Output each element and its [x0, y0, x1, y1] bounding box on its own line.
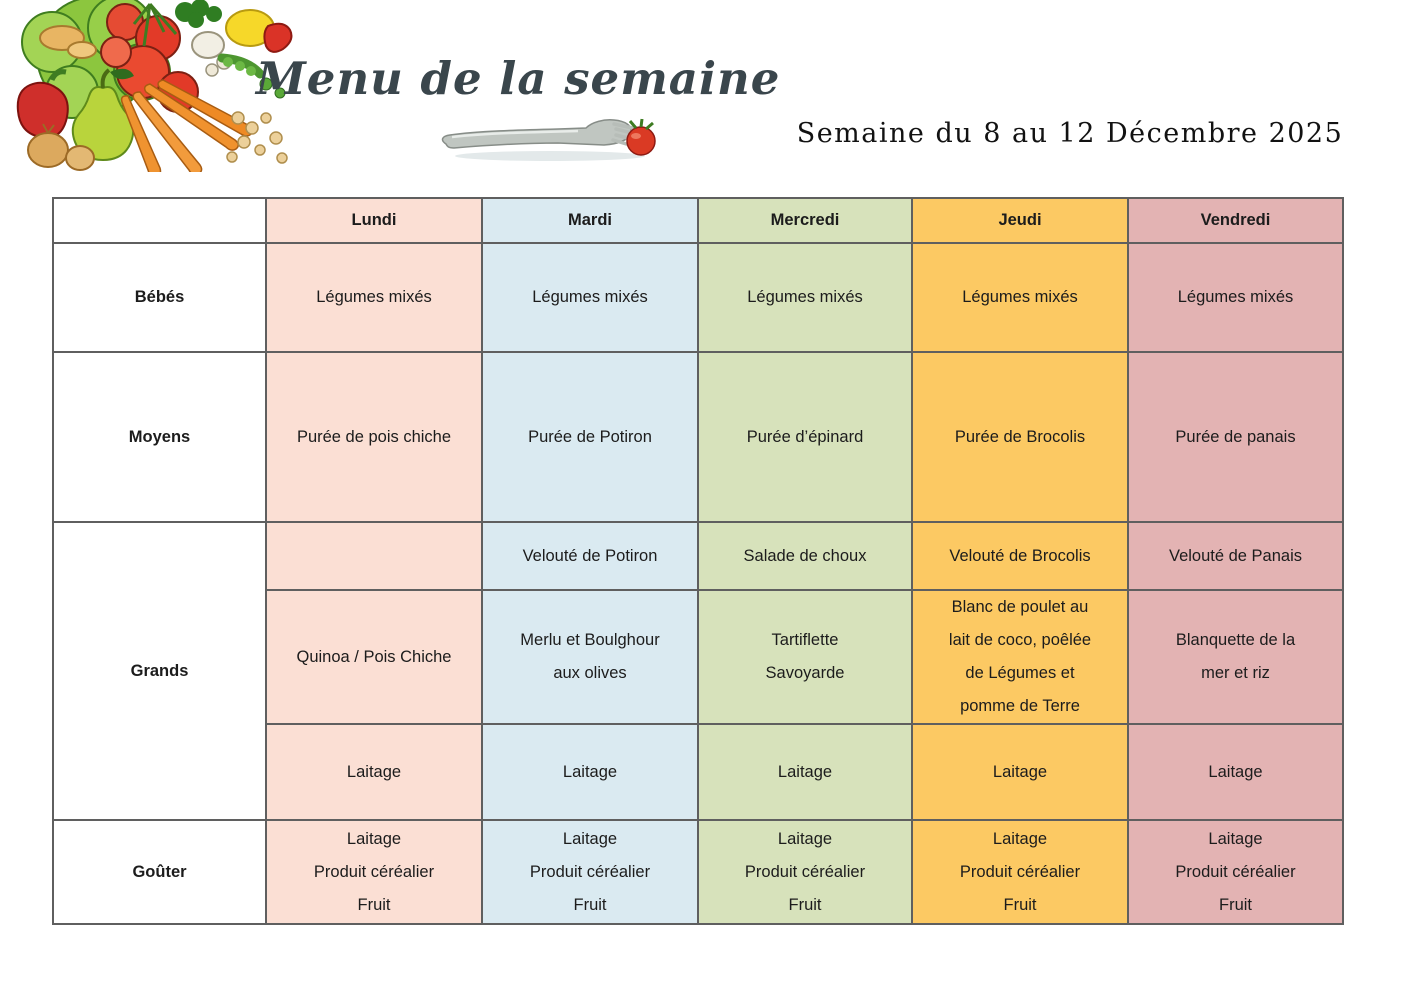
cell-grands1-lundi — [265, 521, 483, 591]
chickpeas-icon — [226, 111, 288, 164]
cell-grands3-jeudi: Laitage — [911, 723, 1129, 821]
cell-gouter-vendredi: Laitage Produit céréalier Fruit — [1127, 819, 1344, 925]
cell-grands1-jeudi: Velouté de Brocolis — [911, 521, 1129, 591]
cell-grands1-mercredi: Salade de choux — [697, 521, 913, 591]
cell-grands3-vendredi: Laitage — [1127, 723, 1344, 821]
cherry-tomato-icon — [626, 118, 656, 156]
moyens-row: Moyens Purée de pois chiche Purée de Pot… — [52, 351, 1344, 523]
day-header-row: Lundi Mardi Mercredi Jeudi Vendredi — [52, 197, 1344, 244]
day-header-mardi: Mardi — [481, 197, 699, 244]
cell-bebes-mercredi: Légumes mixés — [697, 242, 913, 353]
day-header-mercredi: Mercredi — [697, 197, 913, 244]
cell-gouter-mardi: Laitage Produit céréalier Fruit — [481, 819, 699, 925]
weekly-menu-table: Lundi Mardi Mercredi Jeudi Vendredi Bébé… — [52, 197, 1344, 925]
cell-bebes-jeudi: Légumes mixés — [911, 242, 1129, 353]
row-label-bebes: Bébés — [52, 242, 267, 353]
onions-icon — [27, 123, 95, 171]
pepper-icon — [16, 81, 69, 139]
row-label-grands: Grands — [52, 521, 267, 821]
cell-grands2-mardi: Merlu et Boulghour aux olives — [481, 589, 699, 725]
cell-grands2-mercredi: Tartiflette Savoyarde — [697, 589, 913, 725]
cell-moyens-vendredi: Purée de panais — [1127, 351, 1344, 523]
parsley-icon — [175, 0, 222, 28]
strawberry-icon — [263, 22, 293, 53]
day-header-jeudi: Jeudi — [911, 197, 1129, 244]
cell-bebes-lundi: Légumes mixés — [265, 242, 483, 353]
grands-row-entree: Grands Velouté de Potiron Salade de chou… — [52, 521, 1344, 821]
cell-gouter-jeudi: Laitage Produit céréalier Fruit — [911, 819, 1129, 925]
page-title: Menu de la semaine — [256, 52, 781, 105]
cell-moyens-mardi: Purée de Potiron — [481, 351, 699, 523]
cell-moyens-jeudi: Purée de Brocolis — [911, 351, 1129, 523]
cell-moyens-mercredi: Purée d’épinard — [697, 351, 913, 523]
day-header-vendredi: Vendredi — [1127, 197, 1344, 244]
vegetables-illustration — [16, 0, 293, 172]
cell-grands1-mardi: Velouté de Potiron — [481, 521, 699, 591]
cell-grands3-lundi: Laitage — [265, 723, 483, 821]
week-label: Semaine du 8 au 12 Décembre 2025 — [796, 118, 1344, 149]
cell-grands2-jeudi: Blanc de poulet au lait de coco, poêlée … — [911, 589, 1129, 725]
row-label-gouter: Goûter — [52, 819, 267, 925]
table-corner — [52, 197, 267, 244]
cell-grands1-vendredi: Velouté de Panais — [1127, 521, 1344, 591]
day-header-lundi: Lundi — [265, 197, 483, 244]
cell-gouter-lundi: Laitage Produit céréalier Fruit — [265, 819, 483, 925]
pear-icon — [71, 68, 135, 162]
grands-row-laitage: Laitage Laitage Laitage Laitage Laitage — [53, 723, 1344, 821]
cell-gouter-mercredi: Laitage Produit céréalier Fruit — [697, 819, 913, 925]
fork-icon — [441, 118, 656, 161]
peas-icon — [217, 53, 286, 99]
row-label-moyens: Moyens — [52, 351, 267, 523]
grands-row-plat: Quinoa / Pois Chiche Merlu et Boulghour … — [53, 589, 1344, 725]
cell-moyens-lundi: Purée de pois chiche — [265, 351, 483, 523]
cell-grands3-mercredi: Laitage — [697, 723, 913, 821]
gouter-row: Goûter Laitage Produit céréalier Fruit L… — [52, 819, 1344, 925]
cell-grands3-mardi: Laitage — [481, 723, 699, 821]
cell-grands2-lundi: Quinoa / Pois Chiche — [265, 589, 483, 725]
cell-bebes-mardi: Légumes mixés — [481, 242, 699, 353]
bebes-row: Bébés Légumes mixés Légumes mixés Légume… — [52, 242, 1344, 353]
carrots-icon — [120, 79, 254, 172]
cell-grands2-vendredi: Blanquette de la mer et riz — [1127, 589, 1344, 725]
cell-bebes-vendredi: Légumes mixés — [1127, 242, 1344, 353]
